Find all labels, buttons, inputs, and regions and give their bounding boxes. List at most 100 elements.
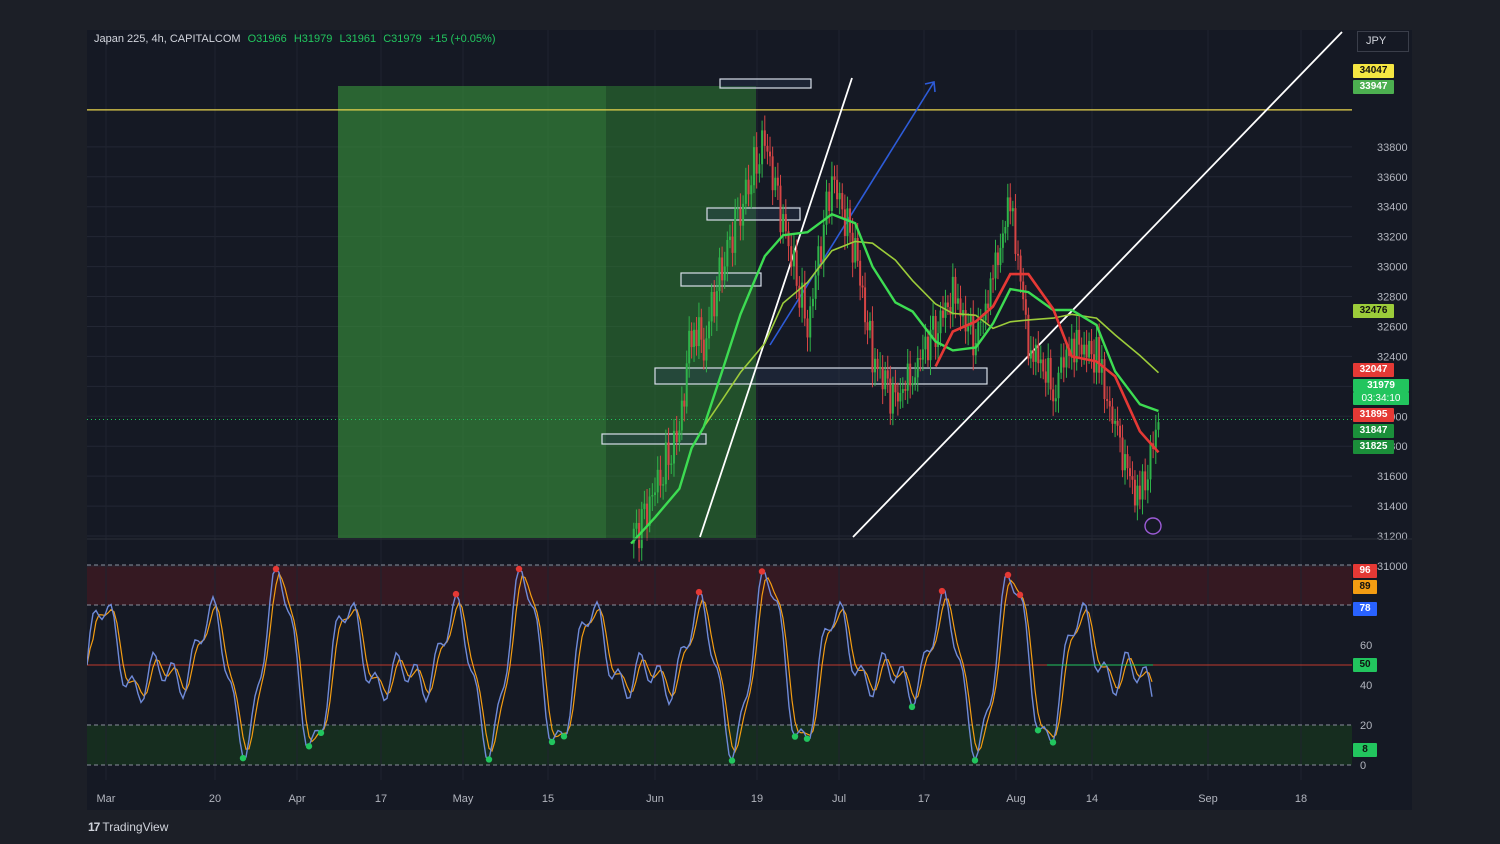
candle-body: [904, 389, 907, 391]
candle-body: [798, 285, 801, 308]
candle-body: [1146, 479, 1149, 491]
candle-body: [662, 484, 665, 486]
candle-body: [921, 349, 924, 360]
candle-body: [1095, 337, 1098, 373]
candle-body: [811, 298, 814, 307]
candle-body: [1108, 400, 1111, 407]
candle-body: [924, 336, 927, 350]
time-axis-tick: 14: [1086, 793, 1098, 805]
osc-trough-dot: [305, 743, 313, 750]
candle-body: [795, 250, 798, 286]
candle-body: [739, 208, 742, 226]
candle-body: [643, 503, 646, 510]
candle-body: [1047, 357, 1050, 383]
price-axis-tick: 33600: [1377, 172, 1408, 184]
osc-d-line: [87, 571, 1153, 754]
price-label-resistance: 34047: [1353, 64, 1394, 78]
symbol-title[interactable]: Japan 225, 4h, CAPITALCOM: [94, 33, 241, 45]
candle-body: [1136, 485, 1139, 506]
candle-body: [1078, 329, 1081, 345]
chart-canvas[interactable]: 3100031200314003160031800320003220032400…: [87, 30, 1412, 810]
candle-body: [1126, 454, 1129, 469]
price-axis-tick: 31600: [1377, 471, 1408, 483]
tradingview-logo[interactable]: 17 TradingView: [88, 820, 168, 834]
candle-body: [675, 430, 678, 443]
candle-body: [833, 176, 836, 180]
candle-body: [664, 442, 667, 485]
candle-body: [803, 282, 806, 319]
osc-peak-dot: [758, 568, 766, 575]
candle-body: [787, 231, 790, 247]
price-axis-tick: 32800: [1377, 292, 1408, 304]
candle-body: [672, 430, 675, 464]
candle-body: [695, 329, 698, 347]
price-axis-tick: 33000: [1377, 262, 1408, 274]
candle-body: [891, 384, 894, 414]
candle-body: [1006, 197, 1009, 227]
candle-body: [747, 179, 750, 195]
candle-body: [685, 363, 688, 407]
candle-body: [670, 463, 673, 465]
osc-peak-dot: [695, 588, 703, 596]
candle-body: [820, 246, 823, 263]
osc-axis-tick: 40: [1360, 680, 1372, 692]
candle-body: [954, 276, 957, 304]
osc-trough-dot: [239, 754, 247, 762]
candle-body: [1009, 197, 1012, 212]
candle-body: [1131, 476, 1134, 480]
alert-bolt-icon: [1144, 517, 1162, 535]
candle-body: [1070, 338, 1073, 356]
candle-body: [705, 338, 708, 361]
price-axis-tick: 32400: [1377, 351, 1408, 363]
candle-body: [1106, 399, 1109, 401]
candle-body: [1019, 255, 1022, 282]
candle-body: [708, 321, 711, 339]
time-axis-tick: 20: [209, 793, 221, 805]
osc-axis-tick: 0: [1360, 760, 1366, 772]
candle-body: [851, 232, 854, 263]
candle-body: [889, 378, 892, 414]
candle-body: [1075, 329, 1078, 363]
candle-body: [1029, 350, 1032, 359]
candle-body: [667, 442, 670, 465]
candle-body: [1034, 344, 1037, 362]
price-label-ma-green-2: 31825: [1353, 440, 1394, 454]
candle-body: [1093, 354, 1096, 373]
candle-body: [841, 193, 844, 210]
osc-trough-dot: [1034, 727, 1042, 734]
candle-body: [1039, 359, 1042, 364]
candle-body: [1088, 340, 1091, 358]
candle-body: [782, 214, 785, 233]
candle-body: [1049, 357, 1052, 390]
candle-body: [702, 339, 705, 361]
high-value: H31979: [293, 33, 333, 45]
candle-body: [1098, 337, 1101, 373]
candle-body: [1090, 340, 1093, 355]
candle-body: [1024, 299, 1027, 315]
osc-peak-dot: [452, 590, 460, 598]
trendline-steep: [699, 77, 853, 538]
osc-peak-dot: [1004, 571, 1012, 579]
candle-body: [1133, 479, 1136, 506]
candle-body: [769, 151, 772, 157]
candle-body: [979, 321, 982, 323]
candle-body: [932, 315, 935, 330]
candle-body: [688, 330, 691, 364]
candle-body: [656, 469, 659, 493]
candle-body: [896, 392, 899, 402]
candle-body: [974, 342, 977, 356]
osc-peak-dot: [272, 565, 280, 573]
candle-body: [1124, 454, 1127, 471]
candle-body: [779, 185, 782, 233]
candle-body: [876, 358, 879, 369]
candle-body: [755, 147, 758, 174]
chart-frame[interactable]: 3100031200314003160031800320003220032400…: [87, 30, 1412, 810]
osc-trough-dot: [548, 738, 556, 746]
low-value: L31961: [339, 33, 377, 45]
osc-axis-tick: 20: [1360, 720, 1372, 732]
candle-body: [1121, 437, 1124, 471]
candle-body: [941, 310, 944, 318]
tv-logo-icon: 17: [88, 820, 100, 834]
candle-body: [1073, 338, 1076, 363]
currency-button[interactable]: JPY: [1357, 31, 1409, 52]
